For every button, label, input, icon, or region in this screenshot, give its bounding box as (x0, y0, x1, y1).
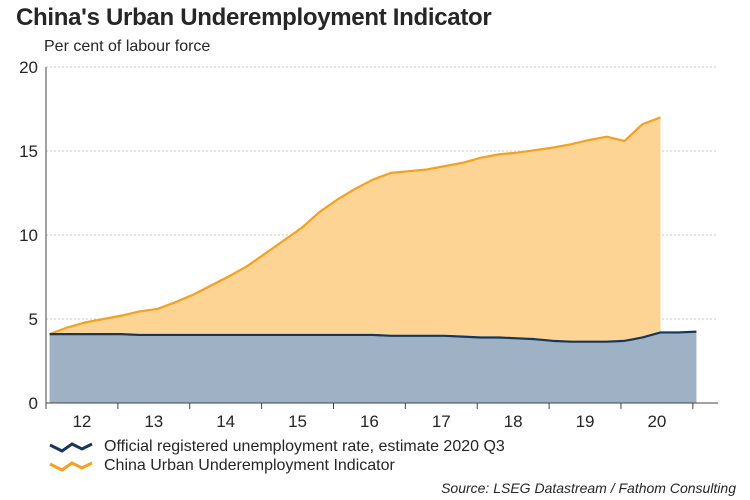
y-tick-label-5: 5 (29, 310, 38, 329)
area-indicator (49, 117, 661, 404)
source-note: Source: LSEG Datastream / Fathom Consult… (441, 480, 736, 496)
x-tick-label-19: 19 (576, 412, 595, 431)
series-lines (49, 116, 697, 343)
legend-entry-indicator: China Urban Underemployment Indicator (48, 457, 395, 475)
line-official (49, 330, 697, 343)
legend-swatch-official (49, 442, 93, 453)
y-tick-label-0: 0 (29, 394, 38, 413)
y-tick-label-15: 15 (19, 142, 38, 161)
chart-subtitle: Per cent of labour force (44, 38, 211, 55)
x-tick-label-12: 12 (72, 412, 91, 431)
legend-label-official: Official registered unemployment rate, e… (104, 438, 505, 455)
y-tick-label-10: 10 (19, 226, 38, 245)
legend-swatch-indicator (49, 461, 93, 472)
x-tick-label-18: 18 (504, 412, 523, 431)
legend-label-indicator: China Urban Underemployment Indicator (104, 457, 395, 474)
x-tick-label-15: 15 (288, 412, 307, 431)
axes (45, 67, 718, 409)
x-tick-label-13: 13 (144, 412, 163, 431)
chart-title: China's Urban Underemployment Indicator (16, 4, 492, 31)
line-indicator (49, 116, 661, 336)
x-tick-label-14: 14 (216, 412, 235, 431)
x-tick-label-16: 16 (360, 412, 379, 431)
tick-labels: 0 5 10 15 20 12 13 14 15 16 17 18 19 20 (19, 58, 666, 431)
area-official (49, 331, 697, 403)
x-tick-label-17: 17 (432, 412, 451, 431)
legend-entry-official: Official registered unemployment rate, e… (48, 438, 505, 456)
x-tick-label-20: 20 (647, 412, 666, 431)
y-tick-label-20: 20 (19, 58, 38, 77)
series-areas (49, 117, 697, 404)
